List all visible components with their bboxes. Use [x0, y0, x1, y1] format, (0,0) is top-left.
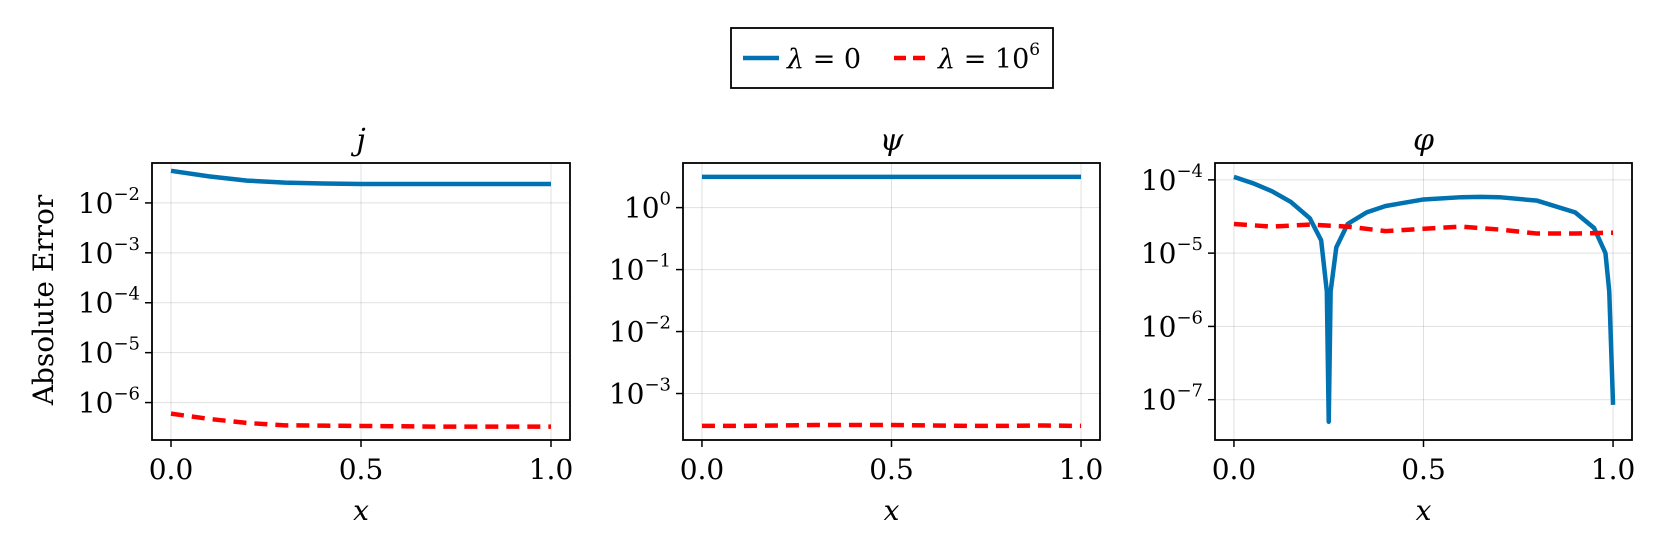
y-tick-label: 10−2 [78, 184, 140, 220]
y-tick-label: 100 [624, 189, 671, 225]
panel-0: 0.0 0.5 1.0 10−6 10−5 10−4 10−3 10−2 j x [78, 123, 573, 527]
x-tick-label: 0.0 [149, 453, 194, 486]
y-tick-label: 10−2 [609, 313, 671, 349]
panel-2: 0.0 0.5 1.0 10−7 10−6 10−5 10−4 φ x [1141, 123, 1635, 527]
x-tick-label: 1.0 [1059, 453, 1104, 486]
x-axis-label: x [1416, 494, 1432, 527]
y-axis-label: Absolute Error [27, 194, 60, 406]
y-tick-label: 10−7 [1141, 381, 1203, 417]
y-tick-label: 10−1 [609, 251, 671, 287]
legend-box [730, 27, 1054, 89]
series-line-1 [701, 422, 1082, 429]
x-tick-label: 1.0 [529, 453, 574, 486]
panel-title: j [350, 123, 365, 158]
legend: λ = 0 λ = 106 [730, 27, 1054, 89]
y-tick-label: 10−6 [1141, 307, 1203, 343]
panel-title: ψ [880, 123, 904, 158]
y-tick-label: 10−5 [78, 334, 140, 370]
panel-title: φ [1413, 123, 1434, 158]
y-tick-label: 10−4 [1141, 161, 1203, 197]
series-line-0 [1233, 174, 1616, 425]
y-tick-label: 10−5 [1141, 234, 1203, 270]
x-axis-label: x [884, 494, 900, 527]
y-tick-label: 10−3 [609, 375, 671, 411]
y-tick-label: 10−3 [78, 234, 140, 270]
series-line-1 [1233, 221, 1614, 236]
x-tick-label: 0.5 [339, 453, 384, 486]
y-tick-label: 10−6 [78, 384, 140, 420]
panel-1: 0.0 0.5 1.0 10−3 10−2 10−1 100 ψ x [609, 123, 1103, 527]
x-tick-label: 0.5 [1401, 453, 1446, 486]
x-tick-label: 0.5 [869, 453, 914, 486]
legend-label-lambda-0: λ = 0 [786, 44, 861, 75]
series-line-0 [170, 168, 551, 187]
x-axis-label: x [353, 494, 369, 527]
y-tick-label: 10−4 [78, 284, 140, 320]
series-line-1 [170, 411, 551, 429]
x-tick-label: 0.0 [1212, 453, 1257, 486]
x-tick-label: 1.0 [1591, 453, 1636, 486]
x-tick-label: 0.0 [680, 453, 725, 486]
legend-label-lambda-1e6: λ = 106 [937, 40, 1040, 75]
